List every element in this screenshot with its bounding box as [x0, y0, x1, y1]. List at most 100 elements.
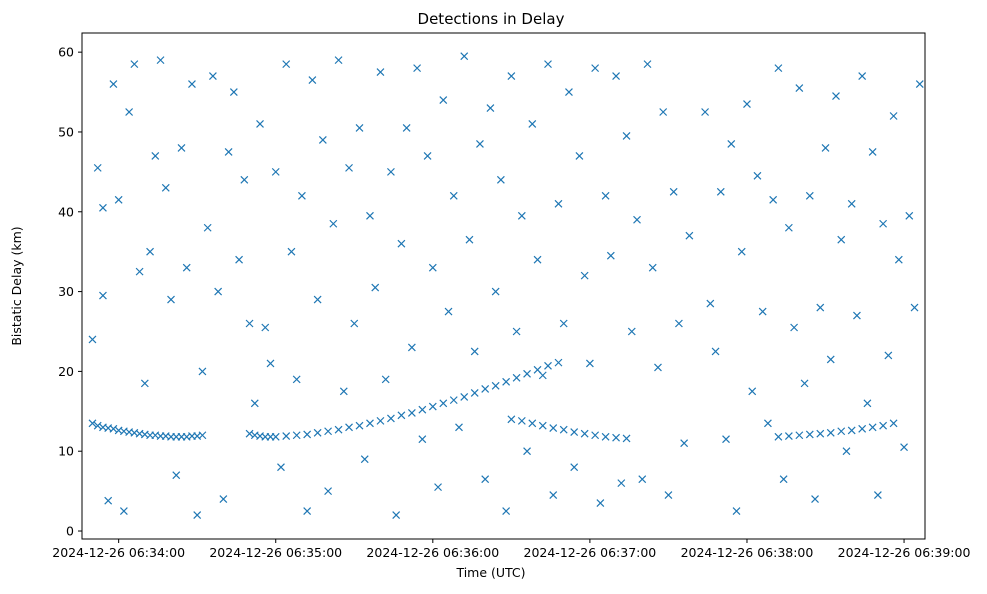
data-point — [256, 120, 264, 128]
data-point — [858, 424, 867, 433]
data-point — [381, 375, 390, 384]
data-point — [397, 411, 406, 420]
data-point — [387, 167, 395, 176]
data-point — [182, 263, 191, 272]
data-point — [790, 323, 799, 332]
data-point — [88, 419, 97, 428]
data-point — [884, 351, 893, 360]
data-point — [188, 80, 196, 89]
data-point — [816, 303, 825, 312]
data-point — [544, 60, 552, 69]
data-point — [784, 432, 793, 440]
data-point — [774, 432, 783, 441]
plot-frame — [81, 32, 926, 540]
data-point — [109, 80, 118, 89]
data-point — [161, 183, 170, 192]
data-point — [470, 389, 479, 397]
data-point — [371, 283, 380, 292]
data-point — [271, 167, 280, 176]
y-axis-ticks: 0 10 20 30 40 50 60 — [58, 45, 82, 539]
data-point — [329, 219, 338, 228]
data-point — [565, 88, 573, 96]
data-point — [622, 434, 631, 443]
data-point — [324, 427, 333, 436]
data-point — [434, 483, 442, 492]
data-point — [350, 319, 359, 328]
data-point — [591, 431, 600, 440]
data-point — [826, 355, 835, 364]
data-point — [308, 76, 317, 85]
y-tick-label: 60 — [58, 45, 74, 60]
data-point — [837, 427, 846, 436]
data-point — [366, 419, 374, 428]
data-point — [109, 424, 118, 433]
data-point — [481, 475, 490, 484]
data-point — [643, 60, 652, 69]
data-point — [387, 414, 395, 423]
data-point — [172, 471, 181, 480]
data-point — [460, 393, 469, 401]
data-point — [732, 507, 741, 515]
data-point — [407, 343, 416, 352]
data-points — [88, 52, 924, 519]
data-point — [376, 68, 385, 77]
data-point — [743, 100, 751, 108]
x-axis-ticks: 2024-12-26 06:34:00 2024-12-26 06:35:00 20… — [52, 539, 970, 560]
data-point — [476, 140, 484, 148]
data-point — [774, 64, 783, 73]
data-point — [559, 425, 568, 434]
data-point — [575, 151, 584, 160]
data-point — [428, 263, 437, 272]
chart-title: Detections in Delay — [418, 10, 565, 28]
data-point — [428, 402, 437, 411]
data-point — [93, 163, 102, 172]
data-point — [146, 247, 154, 256]
data-point — [177, 144, 186, 152]
y-tick-label: 0 — [66, 524, 74, 539]
data-point — [816, 429, 825, 438]
data-point — [507, 72, 516, 81]
data-point — [517, 211, 526, 220]
data-point — [491, 287, 500, 296]
data-point — [439, 399, 448, 408]
data-point — [842, 447, 851, 456]
y-tick-label: 10 — [58, 444, 74, 459]
data-point — [601, 432, 610, 441]
x-tick-label: 2024-12-26 06:38:00 — [681, 545, 814, 560]
data-point — [491, 381, 500, 390]
data-point — [104, 496, 113, 505]
data-point — [622, 132, 631, 140]
y-tick-label: 20 — [58, 364, 74, 379]
data-point — [235, 255, 244, 264]
data-point — [612, 72, 620, 81]
data-point — [554, 358, 563, 367]
data-point — [324, 487, 333, 496]
data-point — [889, 112, 898, 120]
data-point — [811, 495, 819, 504]
data-point — [722, 435, 730, 444]
data-point — [853, 311, 861, 320]
data-point — [114, 195, 123, 204]
data-point — [198, 431, 207, 440]
data-point — [460, 52, 469, 61]
data-point — [868, 147, 877, 156]
data-point — [591, 64, 600, 73]
data-point — [753, 171, 762, 180]
data-point — [706, 299, 715, 308]
data-point — [261, 323, 270, 332]
data-point — [292, 431, 301, 440]
data-point — [596, 499, 605, 508]
x-axis-label: Time (UTC) — [455, 565, 525, 580]
data-point — [795, 431, 804, 440]
data-point — [313, 428, 322, 437]
data-point — [277, 463, 285, 472]
data-point — [99, 291, 107, 300]
data-point — [465, 235, 474, 244]
data-point — [847, 199, 856, 208]
data-point — [868, 423, 877, 432]
data-point — [528, 120, 537, 128]
data-point — [245, 319, 254, 328]
data-point — [266, 359, 275, 368]
data-point — [292, 375, 301, 384]
